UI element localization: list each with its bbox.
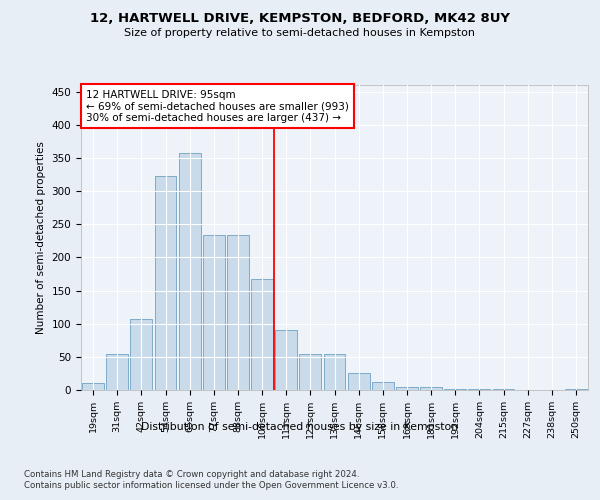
Bar — [323, 354, 346, 390]
Text: Distribution of semi-detached houses by size in Kempston: Distribution of semi-detached houses by … — [142, 422, 458, 432]
Bar — [348, 374, 370, 390]
Bar — [82, 384, 104, 390]
Text: Contains public sector information licensed under the Open Government Licence v3: Contains public sector information licen… — [24, 481, 398, 490]
Bar — [106, 354, 128, 390]
Bar — [469, 388, 490, 390]
Bar — [203, 235, 224, 390]
Text: Size of property relative to semi-detached houses in Kempston: Size of property relative to semi-detach… — [125, 28, 476, 38]
Bar — [130, 319, 152, 390]
Bar — [275, 330, 297, 390]
Bar — [155, 176, 176, 390]
Bar — [372, 382, 394, 390]
Bar — [227, 235, 249, 390]
Bar — [420, 388, 442, 390]
Text: 12, HARTWELL DRIVE, KEMPSTON, BEDFORD, MK42 8UY: 12, HARTWELL DRIVE, KEMPSTON, BEDFORD, M… — [90, 12, 510, 26]
Text: 12 HARTWELL DRIVE: 95sqm
← 69% of semi-detached houses are smaller (993)
30% of : 12 HARTWELL DRIVE: 95sqm ← 69% of semi-d… — [86, 90, 349, 123]
Bar — [299, 354, 321, 390]
Bar — [445, 388, 466, 390]
Text: Contains HM Land Registry data © Crown copyright and database right 2024.: Contains HM Land Registry data © Crown c… — [24, 470, 359, 479]
Bar — [251, 278, 273, 390]
Bar — [396, 386, 418, 390]
Bar — [179, 154, 200, 390]
Y-axis label: Number of semi-detached properties: Number of semi-detached properties — [36, 141, 46, 334]
